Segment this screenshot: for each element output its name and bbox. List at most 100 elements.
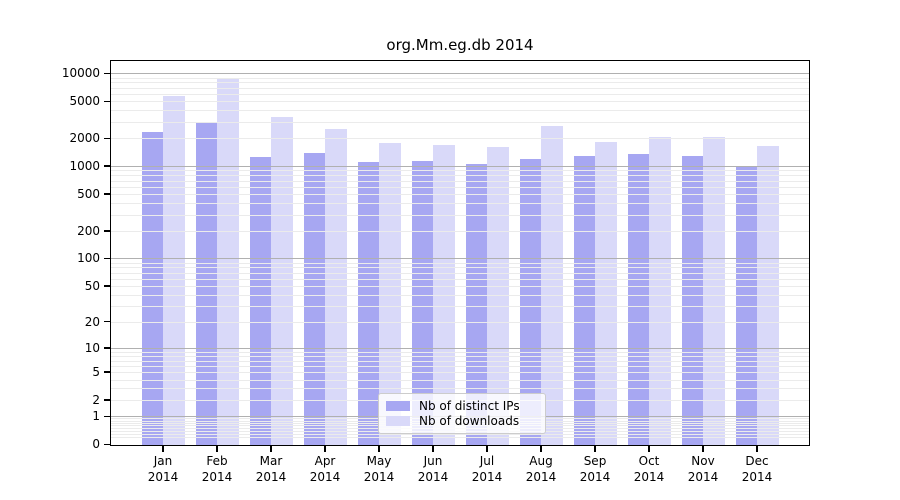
y-grid-minor bbox=[110, 272, 810, 274]
x-tick-mark bbox=[756, 446, 758, 452]
y-tick-mark bbox=[104, 443, 110, 446]
y-tick-mark bbox=[104, 347, 110, 349]
y-grid-minor bbox=[110, 436, 810, 438]
y-grid-minor bbox=[110, 294, 810, 296]
y-tick-label: 50 bbox=[84, 279, 100, 293]
bar-ips-jul bbox=[465, 163, 487, 446]
x-tick-label-oct: Oct 2014 bbox=[633, 454, 665, 484]
y-grid-minor bbox=[110, 388, 810, 390]
y-grid-major bbox=[110, 347, 810, 349]
y-tick-mark bbox=[104, 285, 110, 287]
legend-swatch-distinct-ips bbox=[386, 400, 410, 411]
bar-downloads-mar bbox=[271, 117, 293, 446]
y-tick-label: 10 bbox=[84, 340, 100, 355]
y-grid-minor bbox=[110, 170, 810, 172]
x-tick-label-jan: Jan 2014 bbox=[147, 454, 179, 484]
x-tick-label-aug: Aug 2014 bbox=[525, 454, 557, 484]
x-tick-mark bbox=[540, 446, 542, 452]
bar-ips-jun bbox=[411, 160, 433, 446]
bar-downloads-oct bbox=[649, 137, 671, 446]
y-grid-minor bbox=[110, 286, 810, 287]
x-tick-label-may: May 2014 bbox=[363, 454, 395, 484]
y-grid-minor bbox=[110, 175, 810, 177]
x-tick-mark bbox=[648, 446, 650, 452]
x-tick-mark bbox=[216, 446, 218, 452]
chart-title: org.Mm.eg.db 2014 bbox=[386, 36, 534, 54]
y-grid-minor bbox=[110, 82, 810, 84]
y-tick-mark bbox=[104, 165, 110, 167]
y-tick-label: 200 bbox=[77, 223, 100, 238]
y-tick-mark bbox=[104, 320, 110, 323]
x-tick-mark bbox=[378, 446, 380, 452]
bar-downloads-jul bbox=[487, 147, 509, 446]
bar-ips-jan bbox=[141, 131, 163, 446]
y-tick-label: 0 bbox=[92, 437, 100, 452]
legend-label-distinct-ips: Nb of distinct IPs bbox=[419, 398, 520, 413]
x-tick-label-jul: Jul 2014 bbox=[471, 454, 503, 484]
y-grid-minor bbox=[110, 87, 810, 89]
y-grid-minor bbox=[110, 306, 810, 308]
y-tick-label: 20 bbox=[84, 314, 100, 329]
y-tick-mark bbox=[104, 415, 110, 418]
x-tick-label-feb: Feb 2014 bbox=[201, 454, 233, 484]
bar-downloads-nov bbox=[703, 136, 725, 446]
bar-downloads-sep bbox=[595, 141, 617, 446]
y-grid-minor bbox=[110, 379, 810, 381]
y-tick-mark bbox=[104, 257, 110, 260]
y-tick-label: 2 bbox=[92, 393, 100, 408]
y-grid-minor bbox=[110, 262, 810, 264]
y-grid-minor bbox=[110, 77, 810, 79]
y-tick-label: 5000 bbox=[69, 94, 100, 109]
y-tick-mark bbox=[104, 100, 110, 103]
bar-ips-apr bbox=[303, 153, 325, 446]
bar-downloads-jan bbox=[163, 96, 185, 446]
y-grid-minor bbox=[110, 433, 810, 435]
y-grid-minor bbox=[110, 138, 810, 140]
bar-ips-may bbox=[357, 161, 379, 446]
y-grid-major bbox=[110, 166, 810, 168]
bar-ips-nov bbox=[681, 155, 703, 446]
bar-ips-mar bbox=[249, 156, 271, 446]
y-grid-minor bbox=[110, 278, 810, 280]
y-tick-label: 10000 bbox=[61, 66, 100, 81]
bar-downloads-dec bbox=[757, 145, 779, 446]
y-grid-minor bbox=[110, 351, 810, 353]
y-tick-label: 100 bbox=[77, 251, 100, 266]
legend-item-distinct-ips: Nb of distinct IPs bbox=[386, 399, 537, 413]
y-grid-minor bbox=[110, 202, 810, 204]
y-grid-minor bbox=[110, 94, 810, 96]
y-tick-mark bbox=[104, 72, 110, 75]
legend-item-downloads: Nb of downloads bbox=[386, 414, 537, 428]
x-tick-label-apr: Apr 2014 bbox=[309, 454, 341, 484]
x-tick-mark bbox=[486, 446, 488, 452]
y-grid-minor bbox=[110, 194, 810, 196]
y-grid-minor bbox=[110, 214, 810, 216]
y-grid-major bbox=[110, 73, 810, 75]
y-grid-minor bbox=[110, 321, 810, 323]
y-tick-mark bbox=[104, 371, 110, 373]
y-grid-minor bbox=[110, 365, 810, 367]
y-grid-major bbox=[110, 258, 810, 260]
bar-ips-feb bbox=[195, 121, 217, 446]
y-tick-label: 1 bbox=[92, 409, 100, 424]
bar-ips-oct bbox=[627, 153, 649, 446]
y-tick-label: 2000 bbox=[69, 131, 100, 146]
x-tick-mark bbox=[270, 446, 272, 452]
y-tick-mark bbox=[104, 193, 110, 195]
x-tick-mark bbox=[432, 446, 434, 452]
y-tick-label: 1000 bbox=[69, 159, 100, 174]
x-tick-mark bbox=[162, 446, 164, 452]
legend: Nb of distinct IPs Nb of downloads bbox=[378, 393, 546, 434]
y-tick-mark bbox=[104, 230, 110, 232]
y-grid-minor bbox=[110, 230, 810, 232]
y-tick-label: 500 bbox=[77, 187, 100, 202]
x-tick-mark bbox=[702, 446, 704, 452]
legend-label-downloads: Nb of downloads bbox=[419, 414, 520, 429]
y-grid-minor bbox=[110, 121, 810, 123]
y-grid-minor bbox=[110, 267, 810, 269]
bar-downloads-may bbox=[379, 142, 401, 446]
bar-ips-aug bbox=[519, 158, 541, 446]
y-grid-minor bbox=[110, 101, 810, 103]
y-grid-minor bbox=[110, 372, 810, 374]
